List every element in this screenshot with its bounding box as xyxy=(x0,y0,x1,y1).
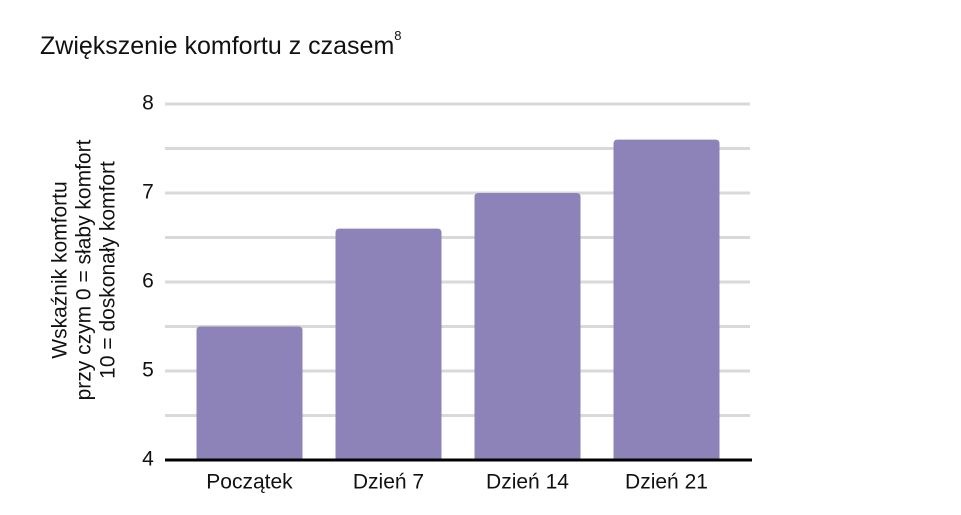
y-tick-label: 4 xyxy=(142,448,154,471)
y-label-line: Wskaźnik komfortu xyxy=(49,181,72,358)
x-tick-label: Dzień 14 xyxy=(486,471,569,494)
title-superscript: 8 xyxy=(394,28,401,43)
bar xyxy=(613,139,720,460)
y-axis-label: Wskaźnik komfortu przy czym 0 = słaby ko… xyxy=(49,139,120,400)
title-text: Zwiększenie komfortu z czasem xyxy=(40,32,394,60)
y-label-line: przy czym 0 = słaby komfort xyxy=(73,139,96,400)
x-tick-label: Dzień 7 xyxy=(353,471,424,494)
y-tick-label: 8 xyxy=(142,92,154,115)
bar xyxy=(474,193,581,460)
x-tick-label: Początek xyxy=(206,471,293,494)
x-tick-label: Dzień 21 xyxy=(625,471,708,494)
y-tick-label: 7 xyxy=(142,181,154,204)
chart-title: Zwiększenie komfortu z czasem8 xyxy=(40,28,402,59)
y-tick-label: 5 xyxy=(142,359,154,382)
bar xyxy=(335,228,442,460)
y-label-line: 10 = doskonały komfort xyxy=(97,161,120,379)
bar xyxy=(196,326,303,460)
y-tick-label: 6 xyxy=(142,270,154,293)
